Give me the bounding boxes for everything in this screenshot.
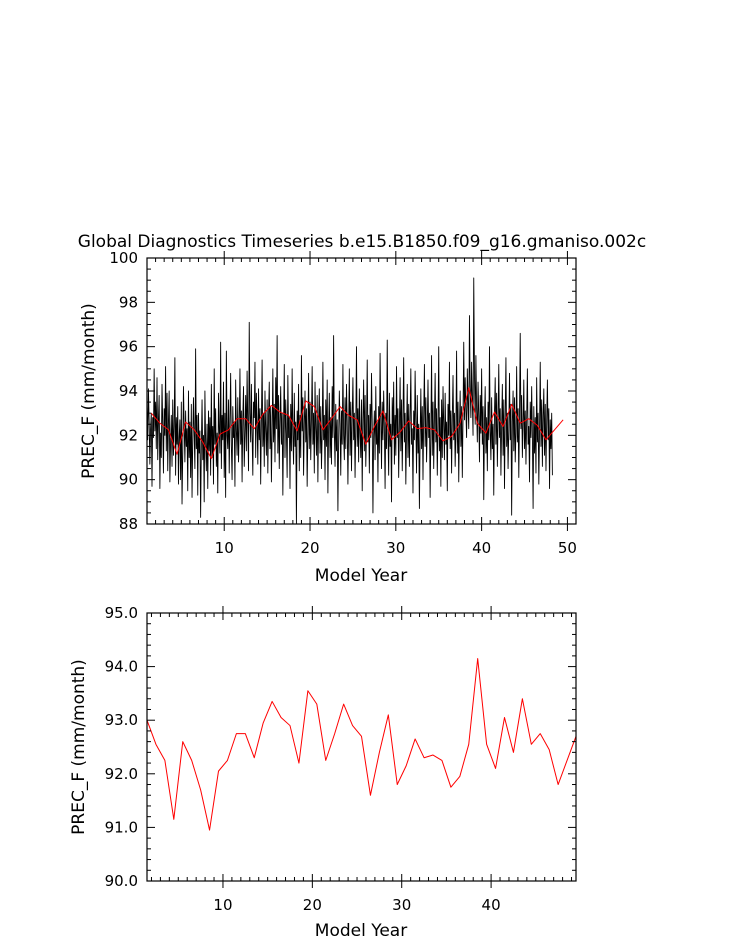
top-y-tick-label: 94 <box>119 382 138 400</box>
top-x-tick-label: 50 <box>558 539 577 557</box>
top-y-tick-label: 90 <box>119 471 138 489</box>
top-y-tick-label: 100 <box>109 249 138 267</box>
top-x-tick-label: 30 <box>386 539 405 557</box>
top-y-tick-label: 96 <box>119 338 138 356</box>
bottom-plot-frame <box>146 612 577 882</box>
top-y-tick-label: 98 <box>119 293 138 311</box>
top-series-monthly-line <box>146 277 553 525</box>
panel-bottom: 10 20 30 40 90.0 91.0 92.0 93.0 94.0 95.0 Model Y… <box>69 604 577 941</box>
bottom-ticks-group: 10 20 30 40 90.0 91.0 92.0 93.0 94.0 95.0 <box>105 604 576 914</box>
bottom-y-tick-label: 92.0 <box>105 765 138 783</box>
bottom-y-tick-label: 95.0 <box>105 604 138 622</box>
top-series-annual-mean-line <box>150 387 564 460</box>
top-x-tick-label: 10 <box>215 539 234 557</box>
bottom-y-axis-title: PREC_F (mm/month) <box>69 659 89 835</box>
panel-top: 10 20 30 40 50 88 90 92 94 96 98 100 Model Year PRE… <box>79 249 577 586</box>
top-plot-frame <box>146 257 577 525</box>
top-y-tick-label: 92 <box>119 426 138 444</box>
bottom-y-tick-label: 94.0 <box>105 658 138 676</box>
top-x-tick-label: 20 <box>300 539 319 557</box>
bottom-x-tick-label: 30 <box>392 896 411 914</box>
bottom-series-annual-mean-line <box>146 658 577 831</box>
chart-title: Global Diagnostics Timeseries b.e15.B185… <box>78 232 646 252</box>
bottom-y-tick-label: 93.0 <box>105 711 138 729</box>
top-y-axis-title: PREC_F (mm/month) <box>79 303 99 479</box>
bottom-y-tick-label: 91.0 <box>105 818 138 836</box>
bottom-y-tick-label: 90.0 <box>105 872 138 890</box>
bottom-series-group <box>146 658 577 831</box>
top-x-tick-label: 40 <box>472 539 491 557</box>
top-series-group <box>146 277 564 525</box>
bottom-x-tick-label: 10 <box>213 896 232 914</box>
bottom-x-tick-label: 20 <box>303 896 322 914</box>
bottom-x-axis-title: Model Year <box>315 921 407 941</box>
top-y-tick-label: 88 <box>119 515 138 533</box>
top-x-axis-title: Model Year <box>315 566 407 586</box>
bottom-x-tick-label: 40 <box>482 896 501 914</box>
